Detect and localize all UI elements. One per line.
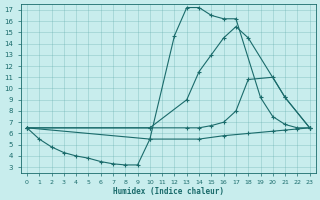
X-axis label: Humidex (Indice chaleur): Humidex (Indice chaleur) [113,187,224,196]
